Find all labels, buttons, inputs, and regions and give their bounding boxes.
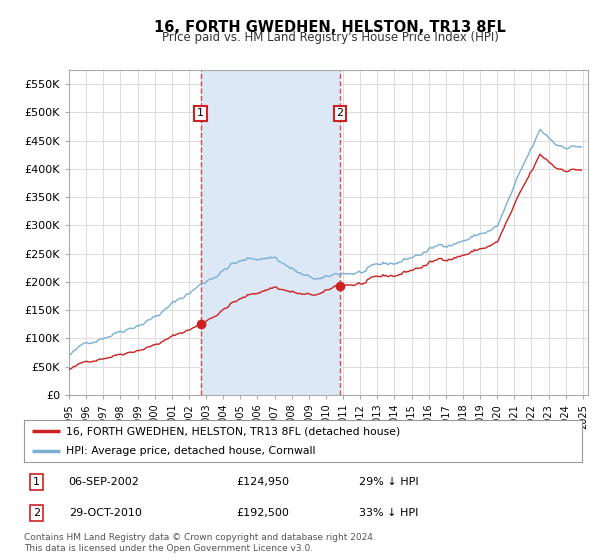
Text: Contains HM Land Registry data © Crown copyright and database right 2024.
This d: Contains HM Land Registry data © Crown c… <box>24 533 376 553</box>
Text: 29-OCT-2010: 29-OCT-2010 <box>68 508 142 518</box>
Text: Price paid vs. HM Land Registry's House Price Index (HPI): Price paid vs. HM Land Registry's House … <box>161 31 499 44</box>
Text: 29% ↓ HPI: 29% ↓ HPI <box>359 477 418 487</box>
Text: 1: 1 <box>33 477 40 487</box>
Text: 16, FORTH GWEDHEN, HELSTON, TR13 8FL: 16, FORTH GWEDHEN, HELSTON, TR13 8FL <box>154 20 506 35</box>
Text: 33% ↓ HPI: 33% ↓ HPI <box>359 508 418 518</box>
Text: 2: 2 <box>337 109 344 119</box>
Text: 1: 1 <box>197 109 204 119</box>
Text: 16, FORTH GWEDHEN, HELSTON, TR13 8FL (detached house): 16, FORTH GWEDHEN, HELSTON, TR13 8FL (de… <box>66 426 400 436</box>
Text: £124,950: £124,950 <box>236 477 289 487</box>
Text: 06-SEP-2002: 06-SEP-2002 <box>68 477 140 487</box>
Text: HPI: Average price, detached house, Cornwall: HPI: Average price, detached house, Corn… <box>66 446 316 456</box>
Text: 2: 2 <box>33 508 40 518</box>
Bar <box>200 70 340 395</box>
Text: £192,500: £192,500 <box>236 508 289 518</box>
